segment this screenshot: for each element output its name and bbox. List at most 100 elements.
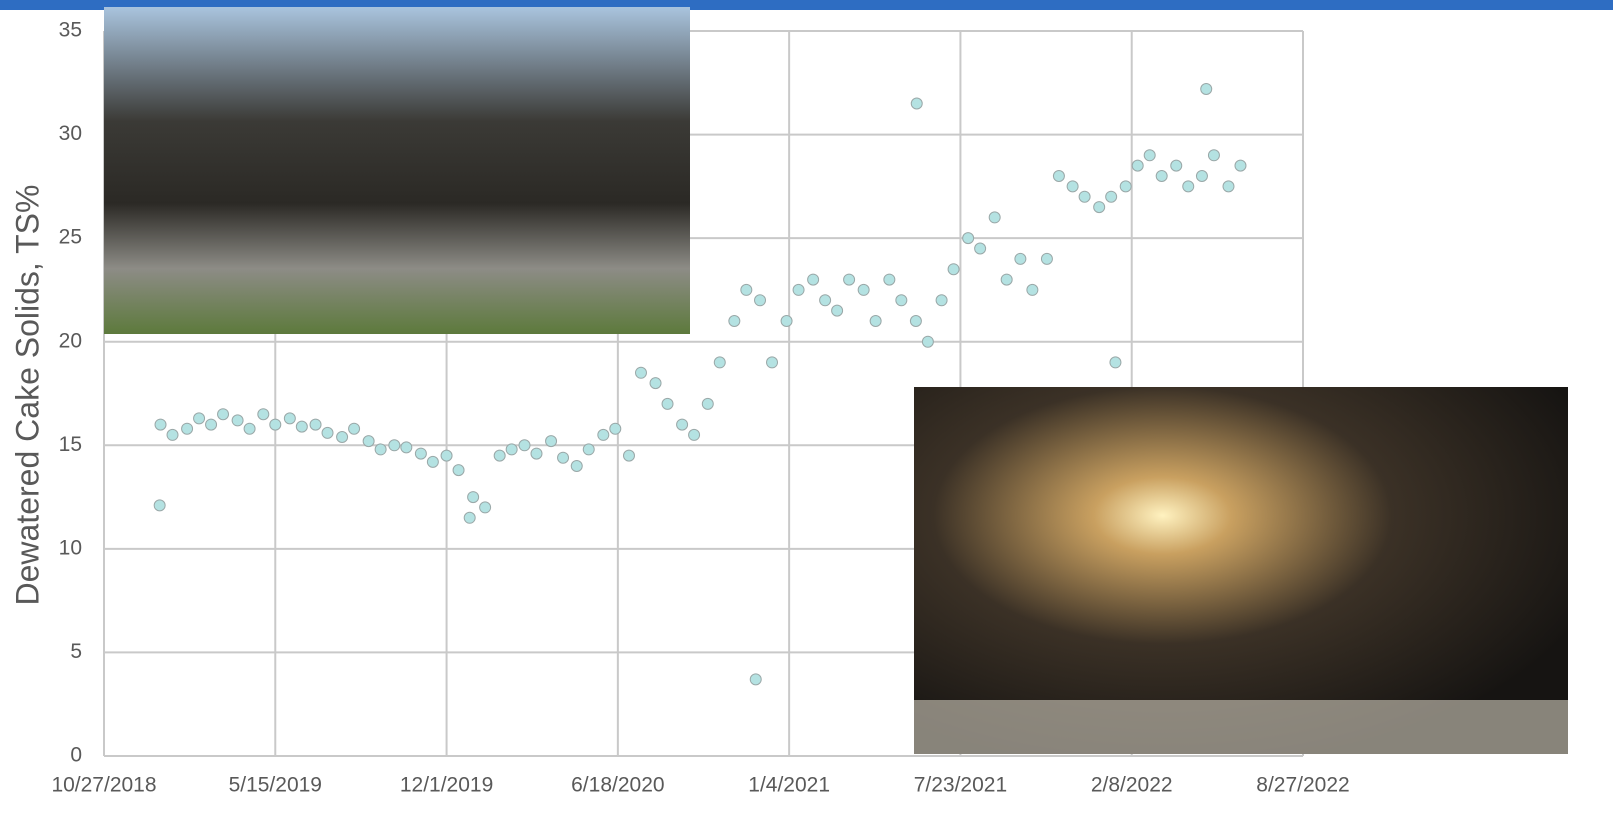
point: [505, 443, 518, 456]
point: [869, 315, 882, 327]
photo-storage-pad: [104, 7, 690, 334]
point: [935, 294, 948, 307]
x-tick-label: 8/27/2022: [1256, 774, 1349, 797]
point: [909, 315, 922, 327]
point: [597, 428, 610, 441]
point: [1093, 201, 1106, 214]
point: [1200, 83, 1213, 95]
point: [336, 431, 349, 443]
point: [740, 283, 753, 296]
photo-cake-pile: [914, 387, 1568, 754]
point: [1109, 356, 1122, 369]
point: [1170, 159, 1183, 172]
y-tick-label: 5: [70, 640, 82, 663]
point: [1131, 159, 1144, 172]
point: [728, 315, 741, 327]
photo-wall: [914, 700, 1568, 754]
point: [557, 451, 570, 464]
point: [1182, 180, 1195, 193]
y-tick-label: 30: [59, 122, 82, 145]
point: [1078, 190, 1091, 203]
x-tick-label: 10/27/2018: [51, 774, 156, 797]
y-tick-label: 15: [59, 433, 82, 456]
point: [1026, 283, 1039, 296]
point: [479, 501, 492, 514]
point: [231, 414, 244, 427]
point: [807, 273, 820, 286]
point: [1222, 180, 1235, 193]
x-tick-label: 6/18/2020: [571, 774, 664, 797]
point: [193, 412, 206, 425]
x-tick-label: 2/8/2022: [1091, 774, 1173, 797]
point: [749, 673, 762, 686]
point: [582, 443, 595, 456]
point: [518, 439, 531, 452]
point: [269, 418, 282, 431]
point: [1014, 252, 1027, 265]
point: [348, 422, 361, 435]
point: [988, 211, 1001, 224]
point: [414, 447, 427, 460]
point: [154, 418, 167, 431]
point: [362, 435, 375, 448]
point: [754, 294, 767, 307]
point: [676, 418, 689, 431]
point: [309, 418, 322, 431]
point: [1105, 190, 1118, 203]
point: [780, 315, 793, 327]
point: [283, 412, 296, 425]
point: [321, 426, 334, 439]
point: [388, 439, 401, 452]
point: [766, 356, 779, 369]
y-tick-label: 0: [70, 744, 82, 767]
x-tick-label: 5/15/2019: [229, 774, 322, 797]
point: [545, 435, 558, 448]
header-bar: [0, 0, 1613, 10]
point: [295, 420, 308, 433]
x-tick-label: 7/23/2021: [914, 774, 1007, 797]
y-tick-label: 35: [59, 19, 82, 42]
point: [831, 304, 844, 317]
y-tick-label: 10: [59, 536, 82, 559]
point: [530, 447, 543, 460]
point: [1143, 149, 1156, 162]
point: [857, 283, 870, 296]
point: [1155, 170, 1168, 182]
point: [1052, 170, 1065, 182]
point: [701, 397, 714, 410]
point: [493, 449, 506, 462]
point: [974, 242, 987, 255]
point: [1207, 149, 1220, 162]
y-tick-label: 20: [59, 329, 82, 352]
point: [1195, 170, 1208, 182]
point: [257, 408, 270, 421]
point: [634, 366, 647, 379]
point: [243, 422, 256, 435]
point: [962, 232, 975, 245]
point: [713, 356, 726, 369]
point: [1066, 180, 1079, 193]
point: [883, 273, 896, 286]
point: [153, 499, 166, 512]
point: [1234, 159, 1247, 172]
point: [649, 377, 662, 390]
point: [426, 455, 439, 468]
point: [463, 511, 476, 524]
photos: [104, 7, 1568, 754]
x-tick-label: 1/4/2021: [748, 774, 830, 797]
point: [688, 428, 701, 441]
point: [217, 408, 230, 421]
point: [661, 397, 674, 410]
point: [910, 97, 923, 110]
point: [921, 335, 934, 348]
point: [622, 449, 635, 462]
point: [467, 491, 480, 504]
point: [609, 422, 622, 435]
points: [153, 83, 1247, 686]
point: [205, 418, 218, 431]
point: [895, 294, 908, 307]
point: [1000, 273, 1013, 286]
y-tick-label: 25: [59, 226, 82, 249]
